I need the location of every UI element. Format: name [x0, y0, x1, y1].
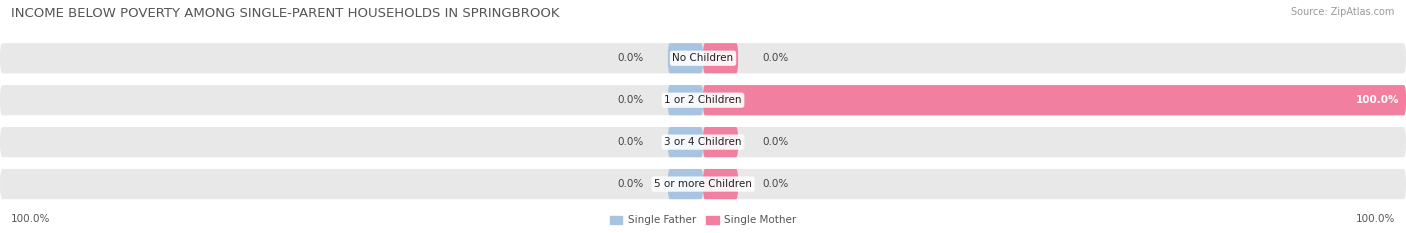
FancyBboxPatch shape: [668, 43, 703, 73]
Text: 100.0%: 100.0%: [1355, 95, 1399, 105]
FancyBboxPatch shape: [0, 85, 1406, 115]
FancyBboxPatch shape: [703, 43, 738, 73]
FancyBboxPatch shape: [0, 43, 1406, 73]
Text: Source: ZipAtlas.com: Source: ZipAtlas.com: [1291, 7, 1395, 17]
FancyBboxPatch shape: [668, 169, 703, 199]
FancyBboxPatch shape: [668, 127, 703, 157]
Text: 0.0%: 0.0%: [617, 53, 644, 63]
Text: 0.0%: 0.0%: [617, 95, 644, 105]
Text: 100.0%: 100.0%: [11, 214, 51, 224]
Text: 0.0%: 0.0%: [617, 179, 644, 189]
Text: 3 or 4 Children: 3 or 4 Children: [664, 137, 742, 147]
Legend: Single Father, Single Mother: Single Father, Single Mother: [610, 216, 796, 226]
Text: 5 or more Children: 5 or more Children: [654, 179, 752, 189]
FancyBboxPatch shape: [668, 85, 703, 115]
Text: No Children: No Children: [672, 53, 734, 63]
FancyBboxPatch shape: [0, 127, 1406, 157]
Text: 0.0%: 0.0%: [762, 53, 789, 63]
Text: 0.0%: 0.0%: [617, 137, 644, 147]
FancyBboxPatch shape: [703, 85, 1406, 115]
Text: 1 or 2 Children: 1 or 2 Children: [664, 95, 742, 105]
Text: 0.0%: 0.0%: [762, 179, 789, 189]
FancyBboxPatch shape: [703, 127, 738, 157]
FancyBboxPatch shape: [703, 169, 738, 199]
Text: INCOME BELOW POVERTY AMONG SINGLE-PARENT HOUSEHOLDS IN SPRINGBROOK: INCOME BELOW POVERTY AMONG SINGLE-PARENT…: [11, 7, 560, 20]
FancyBboxPatch shape: [0, 169, 1406, 199]
Text: 0.0%: 0.0%: [762, 137, 789, 147]
Text: 100.0%: 100.0%: [1355, 214, 1395, 224]
